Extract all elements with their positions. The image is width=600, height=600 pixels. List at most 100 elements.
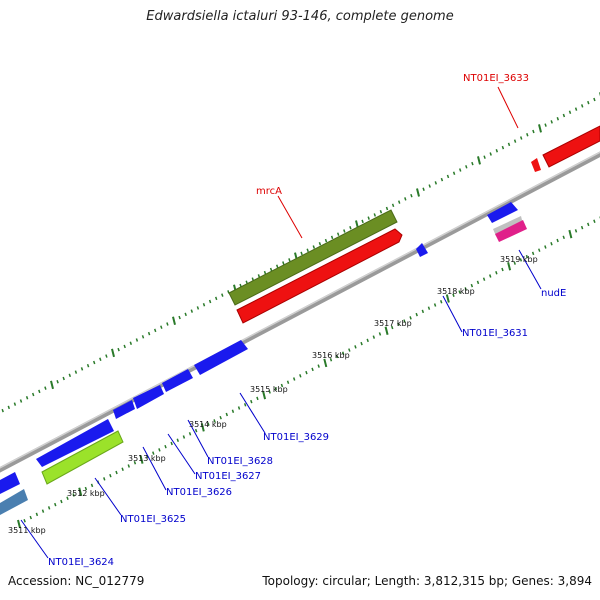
minor-tick — [152, 451, 155, 455]
gene-NT01EI_3628[interactable] — [162, 369, 193, 392]
minor-tick — [243, 403, 247, 407]
minor-tick — [318, 242, 322, 246]
minor-tick — [170, 441, 173, 446]
minor-tick — [202, 303, 206, 307]
minor-tick — [90, 483, 94, 488]
gene-NT01EI_3626[interactable] — [113, 400, 135, 419]
genome-summary-text: Topology: circular; Length: 3,812,315 bp… — [262, 574, 592, 588]
kbp-label: 3515 kbp — [250, 385, 288, 394]
major-tick — [445, 294, 450, 303]
gene-NT01EI_3627[interactable] — [133, 385, 164, 409]
minor-tick — [178, 315, 181, 320]
gene-label-NT01EI_3631[interactable]: NT01EI_3631 — [462, 328, 528, 339]
minor-tick — [409, 316, 412, 320]
minor-tick — [452, 293, 455, 298]
label-connectors — [20, 86, 542, 559]
minor-tick — [550, 120, 553, 124]
minor-tick — [464, 287, 467, 291]
minor-tick — [434, 181, 438, 185]
minor-tick — [507, 142, 511, 147]
minor-tick — [458, 168, 462, 172]
minor-tick — [25, 396, 29, 400]
minor-tick — [470, 283, 474, 288]
minor-tick — [221, 293, 224, 297]
minor-tick — [35, 512, 39, 517]
gene-label-NT01EI_3626[interactable]: NT01EI_3626 — [166, 487, 232, 498]
kbp-label: 3512 kbp — [67, 489, 105, 498]
minor-tick — [145, 454, 149, 459]
gene-label-NT01EI_3625[interactable]: NT01EI_3625 — [120, 514, 186, 525]
minor-tick — [336, 232, 340, 236]
minor-tick — [544, 245, 547, 249]
minor-tick — [103, 477, 106, 481]
minor-tick — [354, 345, 357, 349]
major-tick — [416, 188, 420, 197]
minor-tick — [519, 136, 523, 140]
minor-tick — [483, 155, 486, 159]
minor-tick — [568, 110, 572, 115]
gene-NT01EI_3624[interactable] — [0, 489, 28, 515]
minor-tick — [80, 367, 84, 371]
kbp-label: 3519 kbp — [500, 255, 538, 264]
gene-NT01EI_3625-blue[interactable] — [36, 419, 114, 467]
minor-tick — [556, 116, 560, 121]
minor-tick — [62, 376, 65, 381]
minor-tick — [208, 299, 212, 304]
minor-tick — [335, 354, 339, 359]
gene-label-NT01EI_3628[interactable]: NT01EI_3628 — [207, 456, 273, 467]
minor-tick — [465, 165, 468, 169]
minor-tick — [127, 464, 130, 468]
gene-nudE[interactable] — [495, 220, 527, 242]
minor-tick — [410, 193, 413, 198]
minor-tick — [513, 261, 516, 265]
major-tick — [50, 380, 54, 390]
gene-label-NT01EI_3629[interactable]: NT01EI_3629 — [263, 432, 329, 443]
gene-label-nudE[interactable]: nudE — [541, 288, 566, 299]
kbp-label: 3516 kbp — [312, 351, 350, 360]
minor-tick — [482, 277, 486, 281]
minor-tick — [19, 399, 23, 403]
minor-tick — [373, 213, 377, 217]
major-tick — [538, 124, 542, 133]
minor-tick — [109, 473, 112, 478]
minor-tick — [360, 341, 363, 346]
minor-tick — [286, 380, 290, 385]
minor-tick — [562, 113, 566, 118]
gene-mrcA[interactable] — [236, 228, 403, 324]
minor-tick — [166, 322, 169, 326]
gene-label-mrcA[interactable]: mrcA — [256, 186, 282, 197]
minor-tick — [428, 184, 431, 188]
minor-tick — [196, 306, 200, 310]
minor-tick — [471, 161, 474, 166]
gene-NT01EI_3624-blue[interactable] — [0, 472, 20, 494]
minor-tick — [29, 515, 32, 520]
minor-tick — [574, 229, 578, 233]
minor-tick — [544, 123, 547, 127]
kbp-label: 3518 kbp — [437, 287, 475, 296]
minor-tick — [256, 396, 259, 401]
gene-NT01EI_3633-fragment[interactable] — [531, 158, 541, 172]
minor-tick — [288, 258, 291, 262]
gene-blue-small[interactable] — [416, 243, 428, 257]
minor-tick — [404, 197, 407, 201]
minor-tick — [31, 392, 35, 397]
minor-tick — [184, 312, 187, 317]
minor-tick — [495, 271, 498, 275]
gene-label-NT01EI_3633[interactable]: NT01EI_3633 — [463, 73, 529, 84]
minor-tick — [526, 133, 529, 137]
gene-NT01EI_3629[interactable] — [194, 340, 248, 375]
gene-blue-3630[interactable] — [487, 202, 518, 223]
minor-tick — [361, 219, 364, 224]
minor-tick — [13, 402, 17, 406]
gene-label-NT01EI_3624[interactable]: NT01EI_3624 — [48, 557, 114, 568]
minor-tick — [580, 104, 584, 108]
minor-tick — [397, 200, 401, 204]
gene-label-NT01EI_3627[interactable]: NT01EI_3627 — [195, 471, 261, 482]
minor-tick — [72, 493, 75, 497]
gene-NT01EI_3625[interactable] — [41, 430, 124, 485]
gene-nudE-gray[interactable] — [493, 216, 523, 236]
gene-NT01EI_3633[interactable] — [542, 125, 600, 168]
minor-tick — [60, 499, 63, 504]
gene-mrcA-olive[interactable] — [228, 209, 398, 306]
